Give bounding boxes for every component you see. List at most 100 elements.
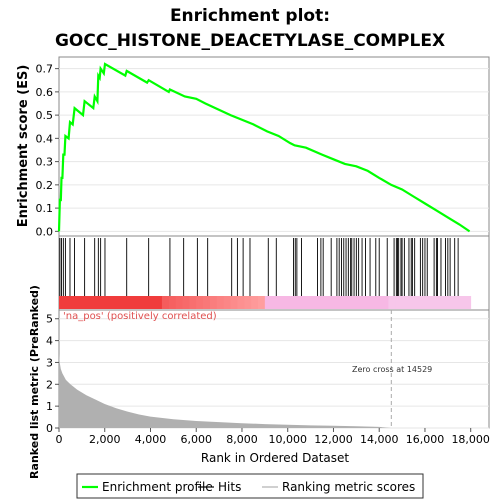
color-bar-segment [141, 296, 149, 309]
x-tick-label: 0 [56, 433, 63, 446]
color-bar-segment [271, 296, 279, 309]
color-bar-segment [196, 296, 204, 309]
color-bar-segment [59, 296, 67, 309]
color-bar-segment [292, 296, 300, 309]
x-axis-label: Rank in Ordered Dataset [201, 451, 349, 465]
color-bar-segment [65, 296, 74, 309]
color-bar-segment [306, 296, 314, 309]
color-bar-segment [264, 296, 273, 309]
color-bar-segment [244, 296, 252, 309]
color-bar-segment [326, 296, 334, 309]
color-bar-segment [381, 296, 389, 309]
metric-panel-frame [58, 309, 490, 429]
color-bar-segment [340, 296, 348, 309]
color-bar-segment [93, 296, 101, 309]
es-y-tick-label: 0.5 [36, 109, 54, 122]
color-bar-segment [299, 296, 307, 309]
color-bar-segment [155, 296, 163, 309]
color-bar-segment [257, 296, 266, 309]
legend-label: Enrichment profile [102, 480, 213, 494]
chart-title-line2: GOCC_HISTONE_DEACETYLASE_COMPLEX [55, 31, 445, 51]
color-bar-segment [134, 296, 142, 309]
color-bar-segment [360, 296, 369, 309]
color-bar-segment [319, 296, 328, 309]
color-bar-segment [175, 296, 183, 309]
color-bar-segment [237, 296, 245, 309]
color-bar-segment [443, 296, 451, 309]
color-bar-segment [422, 296, 430, 309]
x-axis-ticks: 0 2,000 4,000 6,000 8,000 10,000 12,000 14,000 1… [56, 428, 490, 446]
color-bar-segment [415, 296, 424, 309]
color-bar-segment [100, 296, 108, 309]
color-bar-segment [374, 296, 382, 309]
x-tick-label: 8,000 [226, 433, 258, 446]
es-y-tick-label: 0.6 [36, 86, 54, 99]
color-bar-segment [168, 296, 177, 309]
metric-y-tick-label: 2 [46, 378, 53, 391]
es-y-tick-label: 0.4 [36, 132, 54, 145]
es-y-axis-label: Enrichment score (ES) [16, 65, 31, 228]
ranking-metric-area [59, 353, 392, 428]
x-tick-label: 14,000 [360, 433, 399, 446]
metric-y-tick-label: 3 [46, 356, 53, 369]
positive-correlation-label: 'na_pos' (positively correlated) [63, 311, 217, 322]
color-bar-segment [463, 296, 472, 309]
es-y-tick-label: 0.7 [36, 63, 54, 76]
color-bar-segment [230, 296, 238, 309]
color-bar-segment [79, 296, 87, 309]
es-panel-frame [58, 56, 490, 237]
x-tick-label: 4,000 [135, 433, 167, 446]
color-bar-segment [182, 296, 190, 309]
es-y-tick-label: 0.2 [36, 179, 54, 192]
color-bar-segment [312, 296, 321, 309]
metric-y-tick-label: 1 [46, 400, 53, 413]
zero-cross-label: Zero cross at 14529 [352, 365, 432, 374]
rank-color-bar [59, 296, 472, 309]
x-tick-label: 10,000 [268, 433, 307, 446]
color-bar-segment [113, 296, 122, 309]
color-bar-segment [216, 296, 225, 309]
color-bar-segment [347, 296, 355, 309]
metric-y-axis-label: Ranked list metric (PreRanked) [28, 285, 41, 479]
color-bar-segment [189, 296, 197, 309]
es-y-tick-label: 0.3 [36, 156, 54, 169]
es-y-axis-ticks: 0.0 0.1 0.2 0.3 0.4 0.5 0.6 0.7 [36, 63, 59, 238]
color-bar-segment [456, 296, 465, 309]
color-bar-segment [408, 296, 417, 309]
color-bar-segment [127, 296, 135, 309]
color-bar-segment [395, 296, 403, 309]
color-bar-segment [86, 296, 94, 309]
color-bar-segment [402, 296, 410, 309]
hit-markers [59, 238, 459, 296]
metric-y-tick-label: 4 [46, 335, 53, 348]
es-y-tick-label: 0.1 [36, 202, 54, 215]
x-tick-label: 12,000 [314, 433, 353, 446]
metric-y-axis-ticks: 0 1 2 3 4 5 [46, 313, 59, 435]
color-bar-segment [120, 296, 129, 309]
legend: Enrichment profile Hits Ranking metric sco… [82, 480, 415, 494]
es-y-tick-label: 0.0 [36, 225, 54, 238]
color-bar-segment [367, 296, 376, 309]
color-bar-segment [450, 296, 458, 309]
metric-y-tick-label: 5 [46, 313, 53, 326]
x-tick-label: 6,000 [180, 433, 212, 446]
x-tick-label: 16,000 [406, 433, 445, 446]
legend-label: Ranking metric scores [282, 480, 415, 494]
color-bar-segment [333, 296, 341, 309]
enrichment-profile-line [57, 62, 471, 233]
color-bar-segment [354, 296, 362, 309]
color-bar-segment [161, 296, 170, 309]
color-bar-segment [203, 296, 211, 309]
color-bar-segment [72, 296, 80, 309]
x-tick-label: 2,000 [89, 433, 121, 446]
color-bar-segment [436, 296, 444, 309]
color-bar-segment [429, 296, 437, 309]
color-bar-segment [251, 296, 259, 309]
color-bar-segment [278, 296, 286, 309]
color-bar-segment [209, 296, 218, 309]
color-bar-segment [107, 296, 115, 309]
color-bar-segment [148, 296, 156, 309]
color-bar-segment [223, 296, 231, 309]
color-bar-segment [285, 296, 293, 309]
